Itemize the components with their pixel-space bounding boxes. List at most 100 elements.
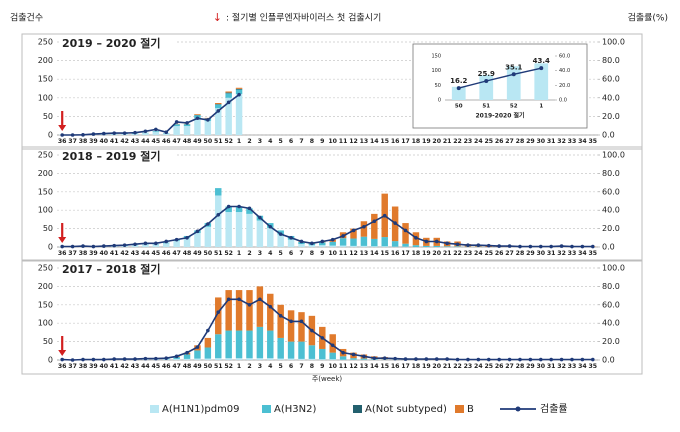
rate-marker — [507, 244, 512, 248]
x-tick-label: 41 — [110, 250, 119, 257]
rate-marker — [511, 72, 516, 77]
rate-marker — [570, 357, 574, 362]
rate-marker — [206, 328, 210, 333]
y-tick-label: 100 — [38, 319, 53, 328]
rate-marker — [486, 357, 491, 362]
x-tick-label: 37 — [68, 250, 77, 257]
bar-segment — [360, 358, 368, 360]
x-tick-label: 24 — [474, 363, 483, 370]
rate-marker — [258, 297, 262, 302]
bar-segment — [256, 326, 264, 359]
bar-segment — [204, 226, 212, 247]
x-tick-label: 2 — [247, 363, 251, 370]
x-tick-label: 18 — [412, 138, 421, 145]
rate-marker — [185, 236, 189, 240]
x-tick-label: 49 — [193, 138, 202, 145]
rate-marker — [206, 222, 210, 226]
x-tick-label: 6 — [289, 250, 293, 257]
panel-title: 2017 – 2018 절기 — [62, 262, 160, 276]
bar-segment — [298, 244, 305, 247]
bar-segment — [163, 243, 170, 247]
bar-segment — [204, 120, 212, 135]
x-tick-label: 29 — [526, 250, 535, 257]
rate-marker — [476, 243, 481, 247]
legend-label: A(Not subtyped) — [365, 404, 447, 415]
bar-segment — [329, 352, 336, 360]
x-tick-label: 2 — [247, 250, 251, 257]
x-tick-label: 18 — [412, 250, 421, 257]
bar-segment — [225, 97, 232, 135]
x-tick-label: 8 — [310, 250, 314, 257]
bar-segment — [329, 359, 336, 360]
x-tick-label: 23 — [464, 250, 473, 257]
x-tick-label: 8 — [310, 138, 314, 145]
rate-marker — [424, 239, 429, 244]
legend-swatch — [455, 405, 464, 413]
bar-segment — [534, 63, 549, 100]
bar-segment — [215, 358, 222, 360]
x-tick-label: 45 — [152, 363, 161, 370]
rate-marker — [133, 357, 137, 361]
x-tick-label: 21 — [443, 363, 452, 370]
x-tick-label: 13 — [360, 138, 369, 145]
bar-segment — [246, 208, 253, 214]
y2-tick-label: 40.0 — [602, 206, 620, 215]
x-tick-label: 45 — [152, 250, 161, 257]
x-tick-label: 32 — [557, 250, 566, 257]
x-tick-label: 28 — [516, 363, 525, 370]
x-tick-label: 28 — [516, 138, 525, 145]
rate-marker — [122, 131, 127, 135]
bar-segment — [215, 297, 222, 335]
rate-marker — [174, 120, 179, 124]
y-tick-label: 50 — [43, 112, 53, 121]
bar-segment — [142, 244, 149, 247]
legend-label: A(H1N1)pdm09 — [162, 404, 240, 415]
bar-segment — [371, 238, 378, 247]
bar-segment — [235, 206, 243, 213]
y2-tick-label: 40.0 — [559, 68, 570, 74]
y2-tick-label: 0.0 — [602, 243, 615, 252]
bar-segment — [329, 241, 336, 246]
x-tick-label: 7 — [299, 363, 303, 370]
x-tick-label: 18 — [412, 363, 421, 370]
bar-segment — [287, 310, 295, 342]
x-tick-label: 25 — [484, 138, 493, 145]
rate-marker — [559, 357, 564, 362]
rate-marker — [372, 219, 377, 224]
rate-marker — [414, 357, 418, 361]
rate-marker — [226, 204, 231, 209]
bar-segment — [433, 245, 440, 247]
x-tick-label: 33 — [568, 250, 577, 257]
bar-segment — [142, 133, 149, 135]
rate-marker — [122, 243, 127, 247]
x-tick-label: 24 — [474, 250, 483, 257]
rate-line — [62, 205, 593, 248]
bar-segment — [235, 87, 243, 89]
rate-marker — [424, 357, 429, 361]
x-tick-label: 50 — [204, 138, 213, 145]
rate-marker — [133, 242, 137, 247]
bar-segment — [246, 330, 253, 359]
x-tick-label: 38 — [79, 363, 88, 370]
bar-segment — [215, 334, 222, 359]
bar-segment — [183, 124, 191, 127]
x-tick-label: 44 — [141, 363, 150, 370]
rate-marker — [299, 239, 304, 244]
rate-marker — [154, 241, 158, 246]
bar-segment — [443, 246, 451, 247]
rate-marker — [237, 204, 241, 209]
y2-tick-label: 100.0 — [602, 264, 625, 273]
y2-tick-label: 20.0 — [602, 337, 620, 346]
rate-line — [458, 67, 542, 89]
bar-segment — [256, 358, 264, 360]
rate-marker — [466, 243, 470, 247]
rate-marker — [330, 343, 335, 348]
x-tick-label: 24 — [474, 138, 483, 145]
rate-marker — [185, 121, 189, 125]
bar-segment — [215, 104, 222, 109]
rate-marker — [299, 319, 304, 324]
inset-frame — [412, 43, 588, 129]
x-tick-label: 33 — [568, 138, 577, 145]
first-detection-arrowhead — [58, 350, 67, 356]
bar-segment — [225, 358, 232, 360]
